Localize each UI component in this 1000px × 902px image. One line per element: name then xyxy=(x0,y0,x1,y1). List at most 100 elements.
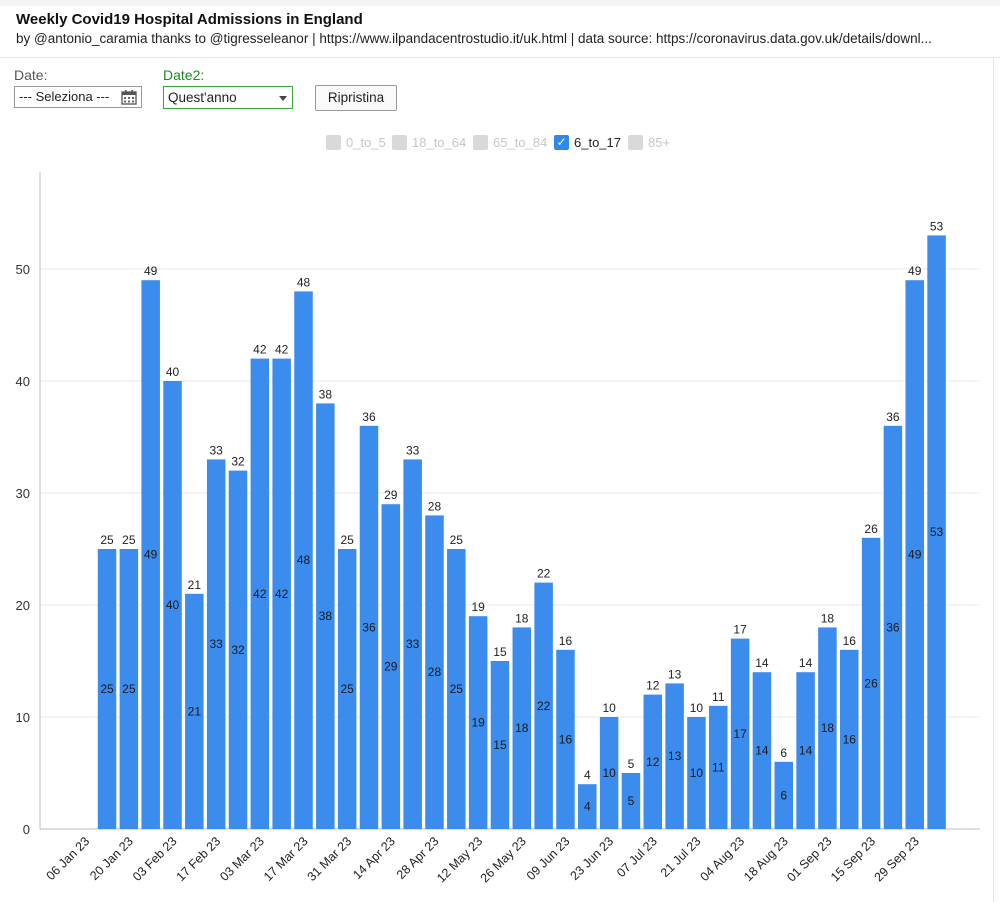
data-label-top: 42 xyxy=(275,343,289,357)
data-label-inside: 11 xyxy=(712,760,725,774)
data-label-top: 13 xyxy=(668,667,682,681)
data-label-top: 16 xyxy=(559,634,573,648)
x-tick-label: 21 Jul 23 xyxy=(658,834,704,880)
legend-label: 6_to_17 xyxy=(574,135,621,150)
bar xyxy=(621,773,641,829)
bar xyxy=(643,694,663,829)
bar xyxy=(381,504,401,829)
data-label-inside: 49 xyxy=(144,548,158,562)
data-label-top: 21 xyxy=(188,578,202,592)
bar xyxy=(97,549,117,829)
x-tick-label: 20 Jan 23 xyxy=(87,834,136,883)
data-label-inside: 49 xyxy=(908,548,922,562)
bar xyxy=(840,649,859,829)
date2-select-value: Quest'anno xyxy=(168,90,237,105)
x-tick-label: 03 Mar 23 xyxy=(217,834,267,884)
data-label-top: 49 xyxy=(908,264,922,278)
data-label-top: 25 xyxy=(122,533,136,547)
data-label-top: 33 xyxy=(406,443,420,457)
data-label-inside: 25 xyxy=(100,682,114,696)
data-label-inside: 22 xyxy=(537,699,551,713)
bar xyxy=(206,459,226,829)
legend: 0_to_5 18_to_64 65_to_84 ✓ 6_to_17 85+ xyxy=(0,133,1000,153)
data-label-inside: 33 xyxy=(406,637,420,651)
data-label-inside: 40 xyxy=(166,598,180,612)
data-label-top: 48 xyxy=(297,275,311,289)
data-label-top: 17 xyxy=(733,623,747,637)
data-label-inside: 15 xyxy=(493,738,507,752)
data-label-inside: 25 xyxy=(122,682,136,696)
data-label-top: 5 xyxy=(628,757,635,771)
bar xyxy=(905,280,924,829)
legend-swatch xyxy=(392,135,407,150)
data-label-top: 15 xyxy=(493,645,507,659)
data-label-inside: 33 xyxy=(210,637,224,651)
data-label-top: 25 xyxy=(100,533,114,547)
data-label-top: 6 xyxy=(780,746,787,760)
data-label-inside: 18 xyxy=(515,721,529,735)
reset-button[interactable]: Ripristina xyxy=(315,85,397,111)
date2-select[interactable]: Quest'anno xyxy=(163,86,293,109)
x-tick-label: 15 Sep 23 xyxy=(828,834,878,884)
bar xyxy=(927,235,946,829)
bar xyxy=(578,784,597,829)
x-tick-label: 09 Jun 23 xyxy=(524,834,573,883)
x-tick-label: 03 Feb 23 xyxy=(130,834,180,884)
x-tick-label: 06 Jan 23 xyxy=(44,834,93,883)
date-picker-value: --- Seleziona --- xyxy=(19,89,110,104)
bar xyxy=(250,358,270,829)
data-label-top: 16 xyxy=(843,634,857,648)
data-label-inside: 10 xyxy=(602,766,616,780)
chart-header: Weekly Covid19 Hospital Admissions in En… xyxy=(16,10,986,48)
bar xyxy=(468,616,488,829)
data-label-inside: 42 xyxy=(275,587,289,601)
data-label-inside: 10 xyxy=(690,766,704,780)
header-divider xyxy=(0,57,1000,58)
data-label-inside: 42 xyxy=(253,587,267,601)
data-label-top: 53 xyxy=(930,219,944,233)
legend-swatch xyxy=(628,135,643,150)
data-label-inside: 25 xyxy=(340,682,354,696)
x-tick-label: 26 May 23 xyxy=(478,834,529,885)
bar xyxy=(316,403,335,829)
data-label-top: 36 xyxy=(886,410,900,424)
legend-label: 0_to_5 xyxy=(346,135,386,150)
calendar-icon[interactable] xyxy=(121,89,137,105)
legend-label: 65_to_84 xyxy=(493,135,548,150)
y-tick-label: 40 xyxy=(16,374,30,389)
x-tick-label: 23 Jun 23 xyxy=(568,834,617,883)
data-label-top: 22 xyxy=(537,567,551,581)
data-label-top: 18 xyxy=(821,611,835,625)
y-tick-label: 0 xyxy=(23,822,30,837)
date-label: Date: xyxy=(14,67,48,83)
x-tick-label: 31 Mar 23 xyxy=(305,834,355,884)
data-label-top: 19 xyxy=(471,600,485,614)
data-label-top: 29 xyxy=(384,488,398,502)
data-label-inside: 48 xyxy=(297,553,311,567)
data-label-inside: 38 xyxy=(319,609,333,623)
bar xyxy=(709,705,728,829)
bar xyxy=(774,761,794,829)
data-label-inside: 36 xyxy=(886,620,900,634)
data-label-top: 25 xyxy=(450,533,464,547)
data-label-inside: 6 xyxy=(780,788,787,802)
bar xyxy=(337,549,357,829)
legend-label: 18_to_64 xyxy=(412,135,467,150)
y-tick-label: 10 xyxy=(16,710,30,725)
data-label-top: 12 xyxy=(646,679,660,693)
data-label-inside: 36 xyxy=(362,620,376,634)
bar xyxy=(185,593,204,829)
date-picker-input[interactable]: --- Seleziona --- xyxy=(14,86,142,108)
data-label-top: 4 xyxy=(584,768,591,782)
data-label-inside: 21 xyxy=(188,704,202,718)
legend-swatch xyxy=(473,135,488,150)
data-label-top: 10 xyxy=(602,701,616,715)
top-strip xyxy=(0,0,1000,6)
data-label-top: 33 xyxy=(210,443,224,457)
x-tick-label: 17 Mar 23 xyxy=(261,834,311,884)
data-label-top: 14 xyxy=(755,656,769,670)
bar xyxy=(490,661,510,829)
data-label-top: 25 xyxy=(340,533,354,547)
data-label-inside: 25 xyxy=(450,682,464,696)
bar xyxy=(119,549,139,829)
